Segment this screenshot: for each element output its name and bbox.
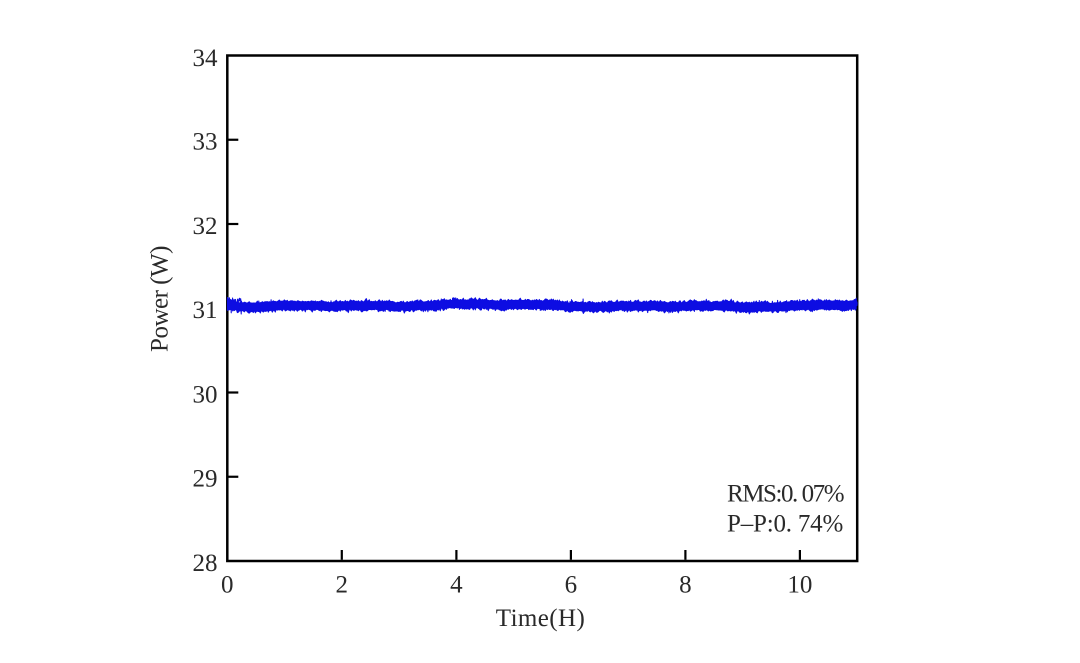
svg-text:32: 32: [193, 213, 218, 240]
svg-text:29: 29: [193, 466, 218, 493]
svg-text:34: 34: [193, 45, 219, 72]
svg-text:31: 31: [193, 297, 218, 324]
svg-text:28: 28: [193, 550, 218, 577]
svg-text:0: 0: [221, 571, 234, 598]
svg-text:4: 4: [450, 571, 463, 598]
svg-text:RMS:0. 07%: RMS:0. 07%: [727, 480, 844, 507]
svg-text:Time(H): Time(H): [496, 605, 585, 632]
svg-text:6: 6: [565, 571, 578, 598]
svg-text:33: 33: [193, 129, 218, 156]
svg-text:10: 10: [787, 571, 812, 598]
svg-text:Power (W): Power (W): [147, 246, 174, 352]
svg-text:8: 8: [679, 571, 692, 598]
svg-text:P–P:0. 74%: P–P:0. 74%: [727, 510, 843, 537]
svg-text:30: 30: [193, 381, 218, 408]
svg-text:2: 2: [336, 571, 349, 598]
